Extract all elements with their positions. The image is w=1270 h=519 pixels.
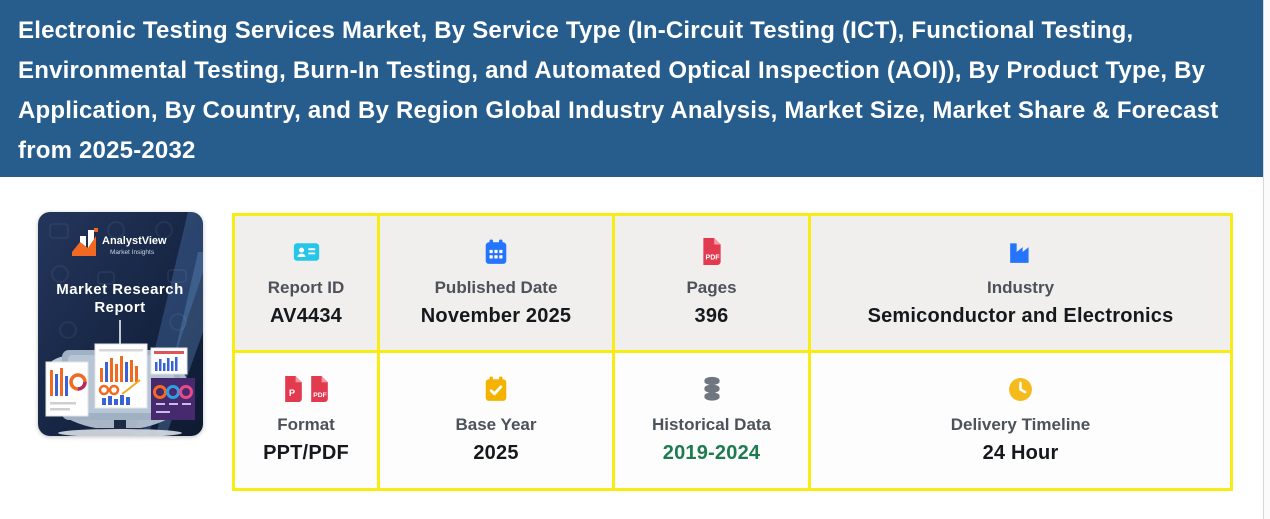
info-value: 396	[694, 304, 729, 327]
info-label: Base Year	[455, 415, 537, 434]
info-value: AV4434	[270, 304, 342, 327]
svg-text:Market Research: Market Research	[56, 281, 184, 298]
svg-text:PDF: PDF	[705, 255, 720, 262]
info-cell-published-date: Published Date November 2025	[380, 216, 612, 350]
svg-text:Market Insights: Market Insights	[110, 249, 155, 256]
svg-text:P: P	[288, 388, 294, 398]
svg-text:Report: Report	[94, 299, 145, 316]
info-value: 2019-2024	[662, 442, 761, 464]
svg-text:AnalystView: AnalystView	[102, 235, 167, 247]
cover-illustration: AnalystView Market Insights Market Resea…	[38, 212, 203, 436]
page-title: Electronic Testing Services Market, By S…	[18, 17, 1219, 164]
info-cell-industry: Industry Semiconductor and Electronics	[811, 216, 1230, 350]
info-value: 24 Hour	[982, 442, 1059, 464]
analystview-logo-icon	[72, 228, 98, 256]
info-label: Pages	[686, 277, 737, 297]
info-cell-historical-data: Historical Data 2019-2024	[615, 353, 808, 488]
report-cover-thumbnail: AnalystView Market Insights Market Resea…	[38, 212, 203, 436]
info-cell-base-year: Base Year 2025	[380, 353, 612, 488]
calendar-icon	[484, 239, 508, 265]
info-label: Format	[277, 415, 335, 434]
clock-icon	[1008, 376, 1033, 402]
id-card-icon	[293, 239, 320, 265]
report-info-table: Report ID AV4434 Published Date November…	[232, 213, 1233, 491]
ppt-pdf-files-icon: P PDF	[283, 376, 330, 402]
info-value: Semiconductor and Electronics	[867, 304, 1174, 327]
info-label: Delivery Timeline	[950, 415, 1091, 434]
vertical-scrollbar[interactable]	[1263, 0, 1270, 519]
info-cell-format: P PDF Format PPT/PDF	[235, 353, 377, 488]
database-icon	[699, 376, 725, 402]
info-label: Published Date	[434, 277, 558, 297]
info-value: PPT/PDF	[263, 442, 349, 464]
info-cell-pages: PDF Pages 396	[615, 216, 808, 350]
info-label: Report ID	[267, 277, 345, 297]
factory-icon	[1008, 239, 1034, 265]
info-value: 2025	[473, 442, 519, 464]
pdf-file-icon: PDF	[701, 238, 723, 265]
calendar-check-icon	[484, 376, 508, 402]
info-cell-report-id: Report ID AV4434	[235, 216, 377, 350]
info-label: Historical Data	[651, 415, 772, 434]
report-title-banner: Electronic Testing Services Market, By S…	[0, 0, 1263, 177]
info-cell-delivery-timeline: Delivery Timeline 24 Hour	[811, 353, 1230, 488]
info-label: Industry	[986, 277, 1055, 297]
svg-text:PDF: PDF	[313, 392, 327, 399]
info-value: November 2025	[420, 304, 572, 327]
